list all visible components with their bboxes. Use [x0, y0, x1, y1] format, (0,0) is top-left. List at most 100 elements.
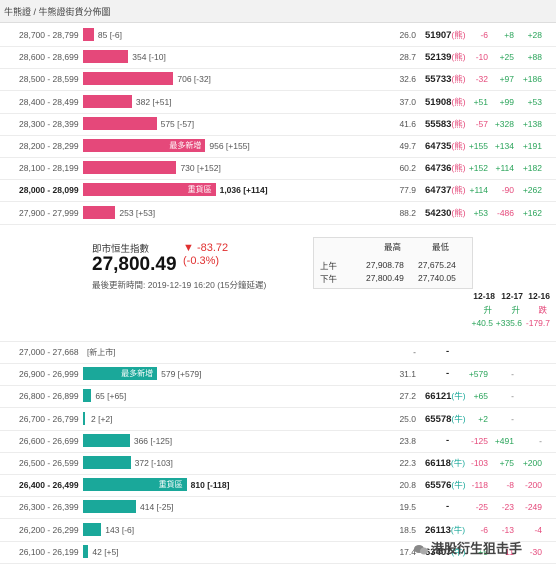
warrant-code[interactable]: 55733(熊): [425, 73, 466, 85]
daily-change: +262: [522, 185, 542, 196]
warrant-code-number[interactable]: -: [446, 434, 450, 446]
warrant-code[interactable]: -: [446, 501, 449, 512]
table-row: 28,000 - 28,099 重貨區 1,036 [+114] 77.9 64737(…: [0, 179, 556, 203]
warrant-kind: (熊): [451, 74, 466, 85]
warrant-code-number[interactable]: -: [446, 346, 450, 357]
warrant-code[interactable]: 63407(牛): [425, 546, 466, 558]
volume-value: 575 [-57]: [160, 118, 195, 129]
warrant-code-number[interactable]: -: [446, 501, 450, 513]
high-header: 最高: [384, 242, 402, 252]
warrant-code-number[interactable]: 26113: [425, 524, 451, 536]
index-value: 27,800.49: [92, 254, 177, 275]
ratio-value: 18.5: [399, 524, 416, 535]
strike-range: 26,400 - 26,499: [19, 480, 79, 491]
warrant-code-number[interactable]: 63407: [425, 546, 452, 558]
warrant-code[interactable]: -: [446, 346, 449, 357]
warrant-code[interactable]: 26113(牛): [425, 524, 465, 536]
index-change-points: ▼ -83.72: [183, 242, 229, 254]
volume-bar: [83, 94, 132, 108]
daily-change: +200: [522, 458, 542, 468]
warrant-code-number[interactable]: 55733: [425, 74, 452, 86]
warrant-code[interactable]: 64735(熊): [425, 140, 466, 152]
chat-icon: [414, 544, 428, 555]
daily-change: -118: [471, 480, 488, 491]
ratio-value: 49.7: [399, 141, 416, 151]
daily-change: -103: [470, 458, 488, 468]
warrant-kind: (牛): [450, 458, 466, 468]
warrant-code-number[interactable]: 64737: [425, 185, 452, 197]
warrant-code[interactable]: 65576(牛): [425, 479, 466, 491]
warrant-kind: (牛): [451, 480, 466, 491]
daily-change: -: [511, 391, 514, 402]
ratio-value: 26.0: [399, 30, 416, 40]
volume-value: 2 [+2]: [91, 413, 113, 424]
volume-bar: [83, 205, 116, 219]
pm-low: 27,740.05: [418, 273, 456, 283]
warrant-code[interactable]: 66118(牛): [425, 457, 465, 469]
table-row: 26,300 - 26,399 414 [-25] 19.5 - -25 -23 -249: [0, 496, 556, 520]
warrant-code[interactable]: -: [446, 435, 449, 446]
warrant-code-number[interactable]: 66121: [425, 391, 452, 403]
warrant-code-number[interactable]: 65578: [425, 413, 452, 425]
table-row: 28,500 - 28,599 706 [-32] 32.6 55733(熊) -32 +…: [0, 68, 556, 92]
warrant-code-number[interactable]: 51908: [425, 96, 452, 108]
warrant-code-number[interactable]: 54230: [425, 207, 452, 219]
warrant-kind: (熊): [451, 96, 466, 107]
strike-range: 28,100 - 28,199: [19, 163, 79, 174]
volume-value: 810 [-118]: [190, 480, 230, 491]
daily-change: +134: [494, 141, 514, 151]
daily-change: +162: [522, 207, 542, 218]
warrant-code[interactable]: 64736(熊): [425, 162, 466, 174]
warrant-code[interactable]: 66121(牛): [425, 390, 466, 402]
warrant-code-number[interactable]: 55583: [425, 118, 452, 130]
warrant-code-number[interactable]: 65576: [425, 480, 452, 492]
warrant-code-number[interactable]: 51907: [425, 30, 452, 41]
volume-bar: 最多新增: [83, 367, 158, 381]
date-1: 12-18: [473, 291, 495, 301]
warrant-code-number[interactable]: -: [446, 368, 450, 380]
am-low: 27,675.24: [418, 260, 456, 270]
change-2: +335.6: [495, 318, 522, 328]
am-label: 上午: [320, 261, 338, 271]
warrant-code[interactable]: -: [446, 368, 449, 379]
volume-bar: 重貨區: [83, 183, 216, 197]
warrant-code-number[interactable]: 64736: [425, 163, 452, 175]
daily-change: -25: [475, 502, 488, 513]
volume-value: 372 [-103]: [134, 458, 173, 468]
strike-range: 26,600 - 26,699: [19, 435, 79, 446]
warrant-kind: (熊): [451, 30, 466, 40]
warrant-code[interactable]: 52139(熊): [425, 51, 466, 63]
watermark: 港股衍生狙击手: [414, 538, 522, 557]
strike-range: 28,300 - 28,399: [19, 118, 79, 129]
volume-value: 414 [-25]: [139, 502, 174, 513]
table-row: 26,800 - 26,899 65 [+65] 27.2 66121(牛) +65 -: [0, 385, 556, 409]
warrant-code-number[interactable]: 64735: [425, 141, 452, 152]
daily-change: +75: [499, 458, 514, 468]
warrant-code[interactable]: 54230(熊): [425, 207, 466, 219]
strike-range: 26,900 - 26,999: [19, 369, 79, 380]
daily-change: +328: [494, 118, 514, 129]
ratio-value: 77.9: [399, 185, 416, 196]
ratio-value: 37.0: [399, 96, 416, 107]
daily-change: -6: [480, 30, 488, 40]
ratio-value: 60.2: [399, 163, 416, 174]
daily-change: -: [511, 413, 514, 424]
breadcrumb: 牛熊證 / 牛熊證街貨分佈圖: [4, 7, 111, 17]
index-change-percent: (-0.3%): [183, 255, 220, 267]
warrant-code[interactable]: 64737(熊): [425, 184, 466, 196]
direction-2: 升: [511, 305, 520, 315]
warrant-code-number[interactable]: 66118: [425, 458, 451, 469]
ratio-value: 25.0: [399, 413, 416, 424]
warrant-code[interactable]: 55583(熊): [425, 118, 466, 130]
pm-high: 27,800.49: [366, 273, 404, 283]
warrant-code-number[interactable]: 52139: [425, 52, 452, 64]
warrant-code[interactable]: 51907(熊): [425, 29, 466, 41]
bar-tag: 重貨區: [187, 185, 212, 195]
ratio-value: -: [413, 347, 416, 357]
warrant-code[interactable]: 51908(熊): [425, 96, 466, 108]
table-row: 27,900 - 27,999 253 [+53] 88.2 54230(熊) +53-…: [0, 202, 556, 225]
daily-change: +2: [478, 413, 488, 424]
warrant-code[interactable]: 65578(牛): [425, 413, 466, 425]
daily-change: +491: [494, 435, 514, 446]
volume-bar: [83, 544, 89, 558]
